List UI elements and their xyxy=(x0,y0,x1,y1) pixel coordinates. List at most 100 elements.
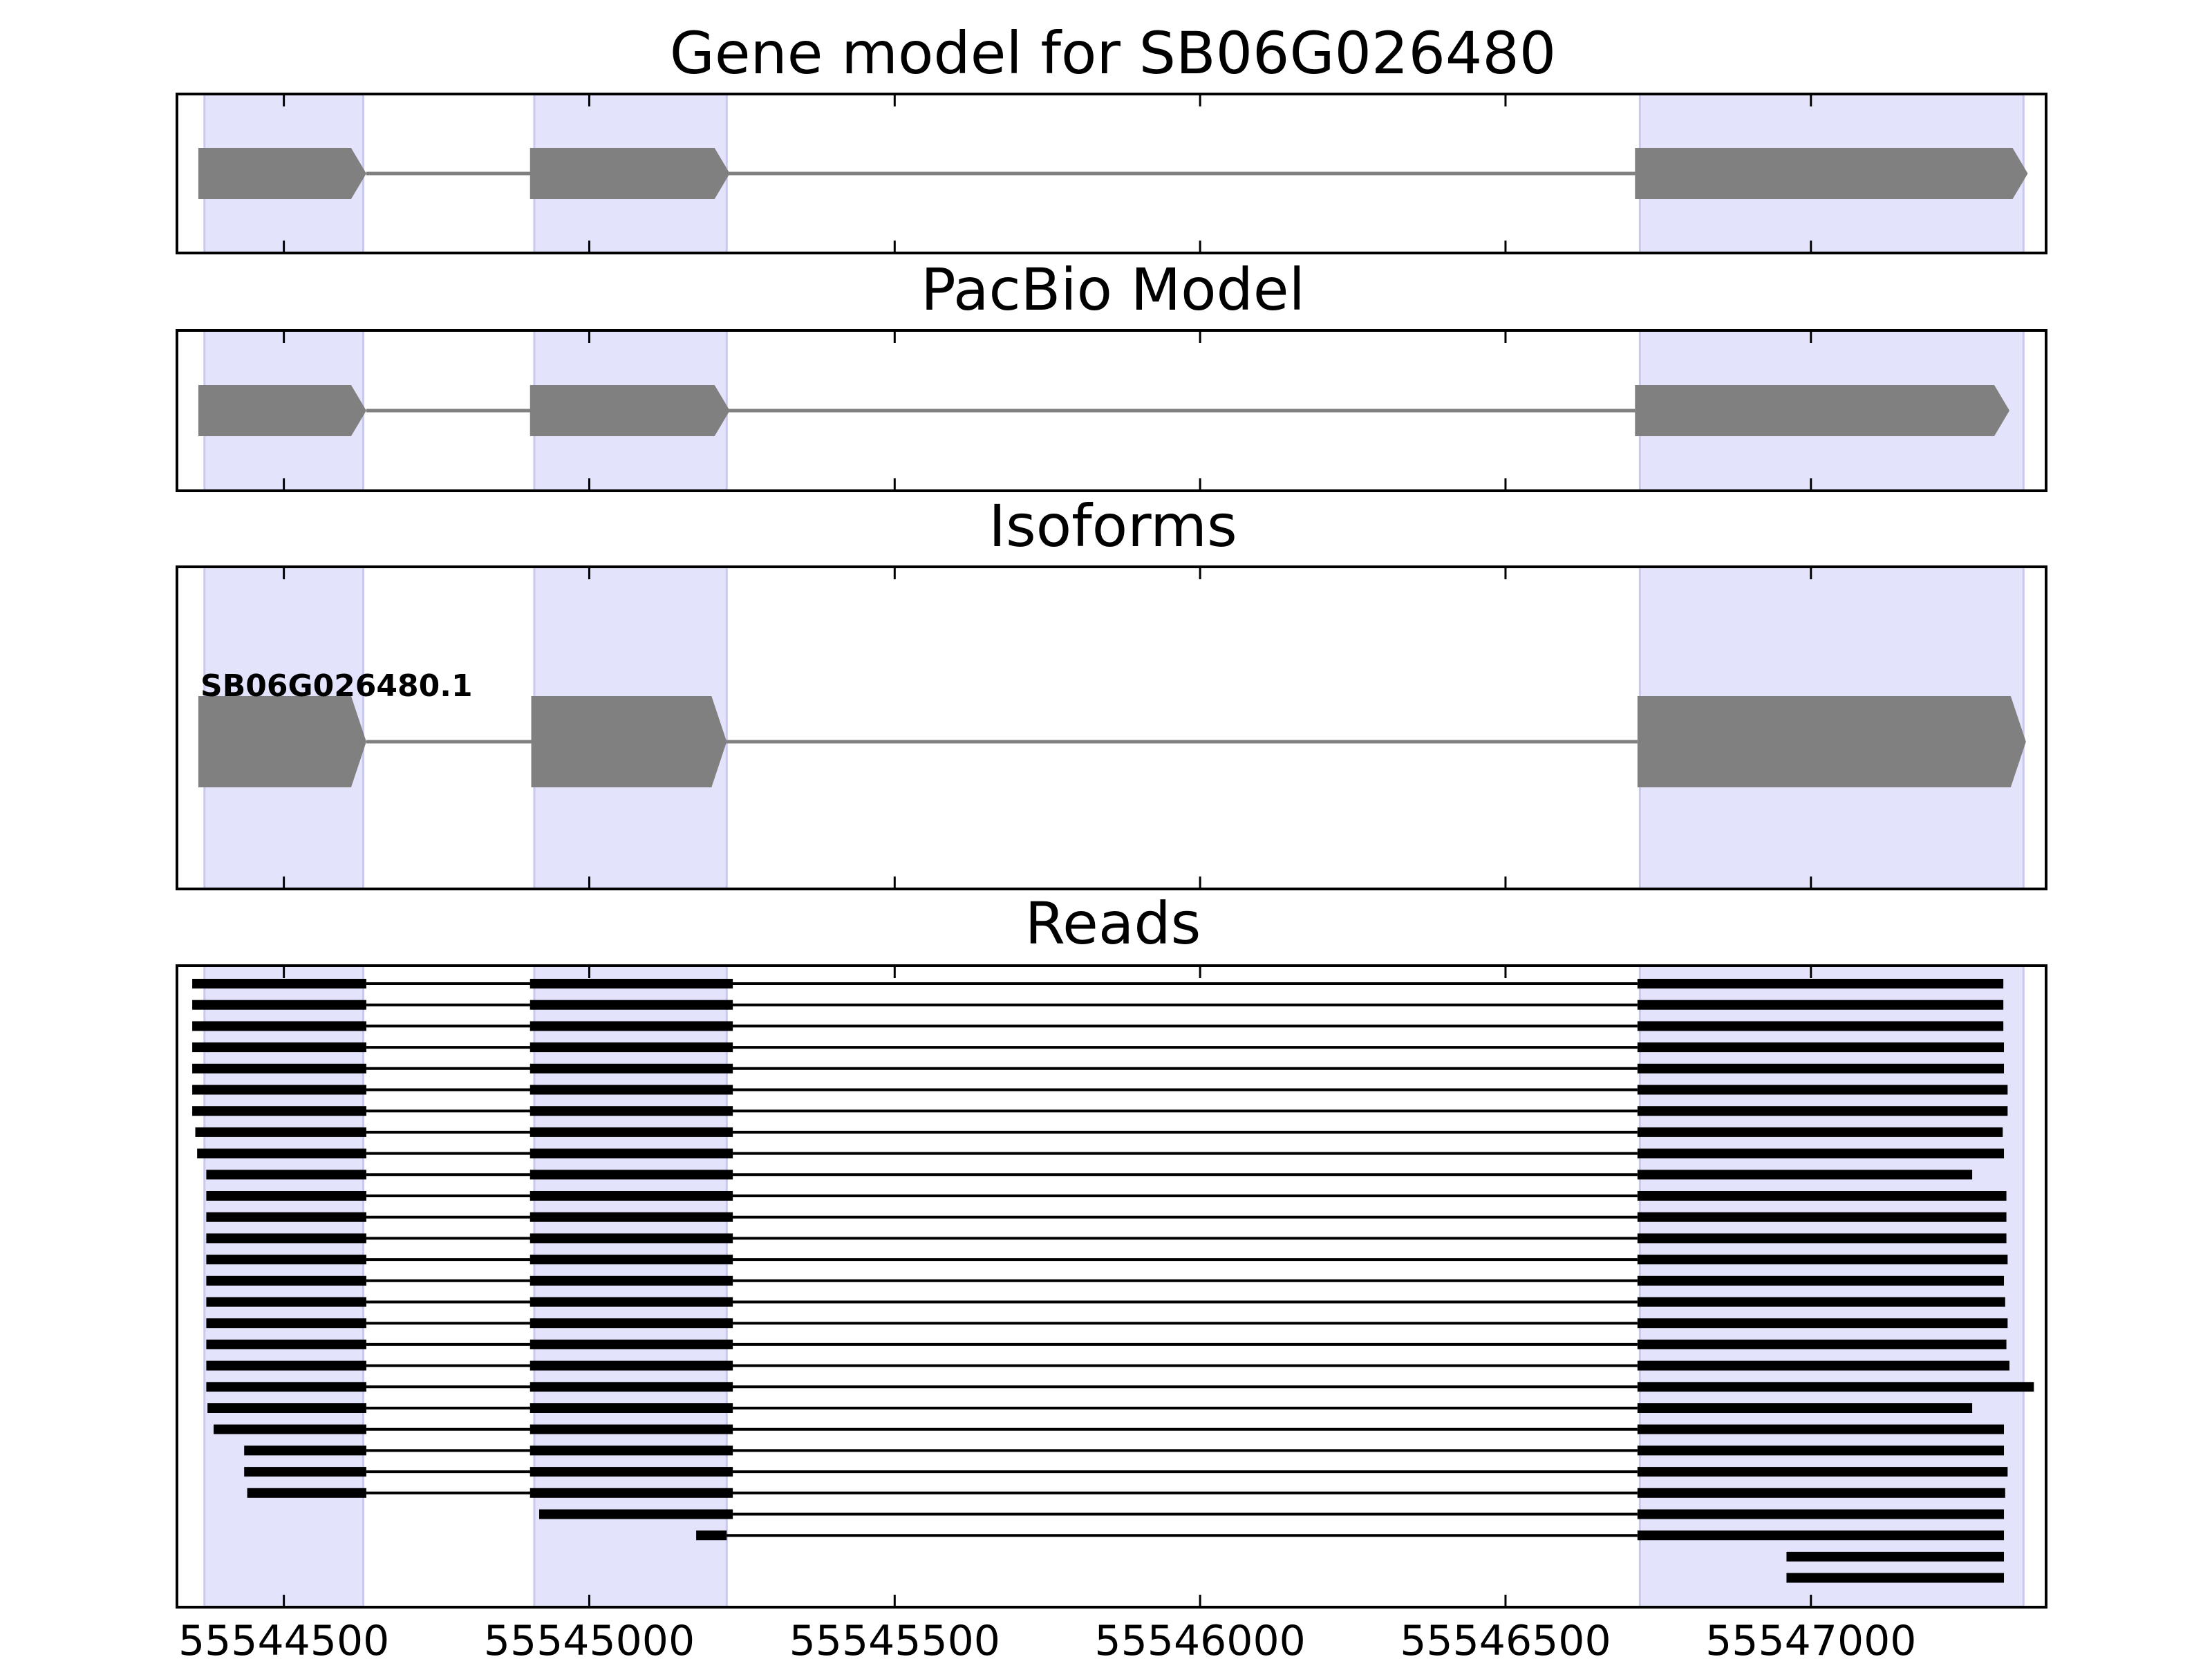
read-11 xyxy=(206,1191,2007,1201)
read-block-1 xyxy=(206,1255,366,1265)
read-6 xyxy=(192,1085,2008,1095)
read-block-2 xyxy=(529,1275,733,1286)
exon-2 xyxy=(529,148,730,199)
read-block-3 xyxy=(1637,1127,2003,1137)
read-block-1 xyxy=(195,1127,366,1137)
read-22 xyxy=(214,1424,2005,1434)
panel-frame xyxy=(176,565,2047,890)
read-16 xyxy=(206,1297,2005,1307)
read-block-1 xyxy=(192,1000,366,1010)
x-tick-label-1: 55544500 xyxy=(178,1617,389,1659)
read-block-1 xyxy=(206,1212,366,1222)
read-block-1 xyxy=(192,1063,366,1074)
read-7 xyxy=(192,1106,2008,1116)
read-21 xyxy=(207,1403,1973,1413)
read-block-3 xyxy=(1637,1360,2009,1371)
x-axis: 55544500 55545000 55545500 55546000 55546500… xyxy=(178,1617,1917,1659)
x-tick-label-5: 55546500 xyxy=(1400,1617,1611,1659)
read-block-1 xyxy=(206,1382,366,1392)
exon-3 xyxy=(1635,385,2009,436)
read-block-1 xyxy=(192,1021,366,1031)
exon-3 xyxy=(1635,148,2028,199)
read-block-3 xyxy=(1637,1148,2005,1159)
exon-2 xyxy=(531,696,727,787)
panel-frame xyxy=(176,964,2047,1609)
read-13 xyxy=(206,1233,2007,1244)
panel-title-gene-model: Gene model for SB06G026480 xyxy=(670,19,1556,87)
read-block-3 xyxy=(1637,1021,2004,1031)
read-block-3 xyxy=(1637,1318,2008,1329)
read-block-2 xyxy=(1637,1530,2005,1541)
read-block-1 xyxy=(539,1509,733,1519)
read-block-3 xyxy=(1637,1170,1973,1180)
read-28 xyxy=(1786,1551,2005,1562)
read-25 xyxy=(247,1488,2005,1498)
read-block-1 xyxy=(206,1318,366,1329)
isoforms-panel xyxy=(176,565,2047,890)
read-block-3 xyxy=(1637,1085,2008,1095)
read-block-3 xyxy=(1637,1063,2005,1074)
read-block-2 xyxy=(529,1297,733,1307)
x-tick-label-6: 55547000 xyxy=(1705,1617,1916,1659)
read-block-2 xyxy=(529,1127,733,1137)
read-block-3 xyxy=(1637,1445,2005,1456)
read-block-3 xyxy=(1637,1382,2034,1392)
read-27 xyxy=(696,1530,2005,1541)
panel-title-reads: Reads xyxy=(1025,890,1201,957)
panel-frame xyxy=(176,93,2047,254)
panel-title-isoforms: Isoforms xyxy=(988,492,1237,560)
read-block-1 xyxy=(192,1085,366,1095)
read-block-1 xyxy=(192,1106,366,1116)
read-block-2 xyxy=(529,1021,733,1031)
read-8 xyxy=(195,1127,2003,1137)
read-block-1 xyxy=(206,1275,366,1286)
x-tick-label-2: 55545000 xyxy=(484,1617,695,1659)
read-block-2 xyxy=(529,1488,733,1498)
reads-panel xyxy=(176,964,2047,1609)
read-block-2 xyxy=(529,979,733,988)
read-15 xyxy=(206,1275,2005,1286)
read-block-1 xyxy=(192,979,366,988)
exon-1 xyxy=(198,385,366,436)
read-block-1 xyxy=(1786,1573,2005,1583)
read-block-1 xyxy=(197,1148,366,1159)
read-block-3 xyxy=(1637,1467,2008,1477)
read-block-2 xyxy=(529,1000,733,1010)
read-block-2 xyxy=(529,1318,733,1329)
read-block-1 xyxy=(244,1445,366,1456)
read-block-3 xyxy=(1637,1042,2005,1053)
read-block-3 xyxy=(1637,1488,2005,1498)
panel-frame xyxy=(176,329,2047,492)
read-3 xyxy=(192,1021,2004,1031)
read-block-2 xyxy=(529,1403,733,1413)
read-block-2 xyxy=(529,1424,733,1434)
read-17 xyxy=(206,1318,2008,1329)
x-tick-label-4: 55546000 xyxy=(1094,1617,1305,1659)
read-block-2 xyxy=(1637,1509,2005,1519)
read-block-2 xyxy=(529,1339,733,1349)
read-block-1 xyxy=(207,1403,366,1413)
isoform-label: SB06G026480.1 xyxy=(200,668,473,704)
gene-model-panel xyxy=(176,93,2047,254)
read-block-3 xyxy=(1637,1191,2007,1201)
read-block-3 xyxy=(1637,1212,2007,1222)
read-5 xyxy=(192,1063,2005,1074)
exon-2 xyxy=(529,385,730,436)
read-24 xyxy=(244,1467,2008,1477)
read-block-2 xyxy=(529,1042,733,1053)
read-23 xyxy=(244,1445,2005,1456)
read-block-1 xyxy=(192,1042,366,1053)
read-block-3 xyxy=(1637,1233,2007,1244)
read-block-1 xyxy=(1786,1551,2005,1562)
read-block-3 xyxy=(1637,1424,2005,1434)
pacbio-model-panel xyxy=(176,329,2047,492)
read-block-3 xyxy=(1637,1106,2008,1116)
read-14 xyxy=(206,1255,2008,1265)
read-block-2 xyxy=(529,1106,733,1116)
read-block-3 xyxy=(1637,1000,2004,1010)
read-block-1 xyxy=(206,1339,366,1349)
read-20 xyxy=(206,1382,2034,1392)
read-block-3 xyxy=(1637,1297,2005,1307)
read-block-1 xyxy=(214,1424,366,1434)
read-9 xyxy=(197,1148,2005,1159)
